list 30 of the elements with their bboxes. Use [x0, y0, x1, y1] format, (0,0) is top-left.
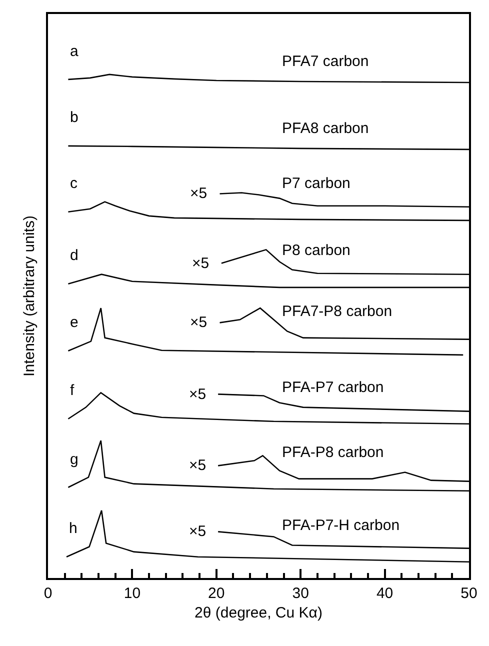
annotation: b — [70, 109, 78, 126]
series-label: PFA7-P8 carbon — [282, 303, 392, 320]
annotation: g — [70, 451, 78, 468]
annotation: h — [69, 520, 78, 537]
annotation: ×5 — [190, 314, 208, 331]
annotation: ×5 — [192, 255, 210, 272]
series-label: PFA8 carbon — [282, 120, 369, 137]
annotation: ×5 — [189, 457, 206, 474]
y-axis-title: Intensity (arbitrary units) — [20, 216, 38, 376]
annotation: ×5 — [190, 185, 208, 202]
text: a — [70, 43, 79, 60]
annotation: f — [70, 382, 75, 399]
series-label: PFA-P7-H carbon — [282, 517, 400, 534]
annotation: ×5 — [189, 386, 206, 403]
annotation: c — [70, 175, 78, 192]
annotation: ×5 — [189, 523, 206, 540]
x-tick-label: 30 — [292, 585, 309, 602]
x-tick-label: 50 — [460, 585, 478, 602]
x-axis-title: 2θ (degree, Cu Kα) — [194, 604, 322, 622]
annotation: e — [70, 314, 78, 331]
series-label: P8 carbon — [282, 242, 350, 259]
x-tick-label: 10 — [124, 585, 141, 602]
x-tick-label: 20 — [208, 585, 225, 602]
series-label: P7 carbon — [282, 175, 350, 192]
series-label: PFA-P7 carbon — [282, 379, 384, 396]
x-tick-label: 0 — [44, 585, 52, 602]
x-tick-label: 40 — [376, 585, 394, 602]
series-label: PFA7 carbon — [282, 53, 369, 70]
series-label: PFA-P8 carbon — [282, 444, 384, 461]
annotation: d — [70, 247, 78, 264]
